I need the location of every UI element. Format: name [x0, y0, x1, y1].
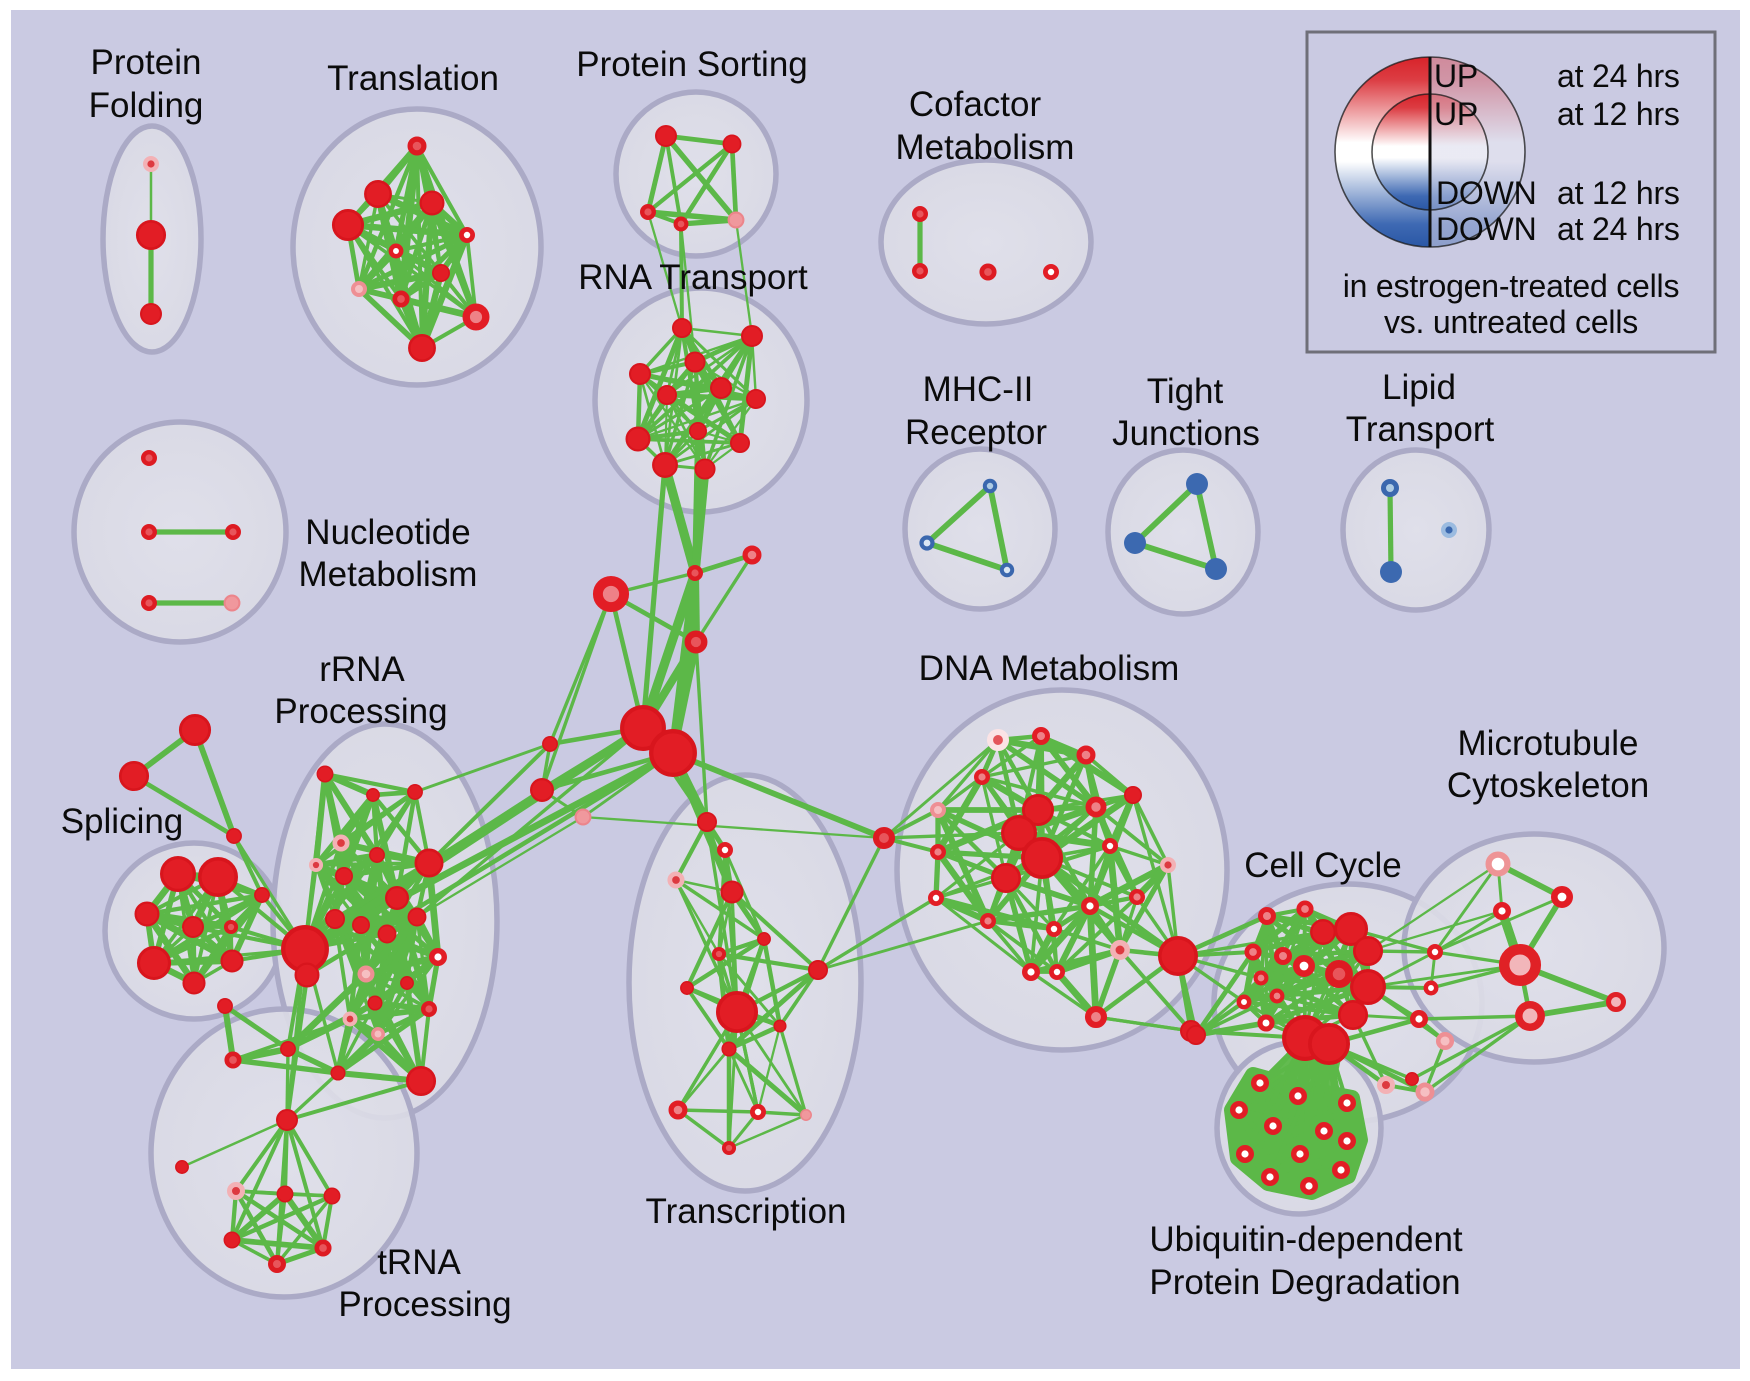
svg-text:Transport: Transport [1346, 410, 1495, 449]
svg-text:Lipid: Lipid [1382, 368, 1456, 407]
svg-text:Cytoskeleton: Cytoskeleton [1447, 766, 1649, 805]
svg-text:Protein Degradation: Protein Degradation [1149, 1263, 1460, 1302]
svg-text:Metabolism: Metabolism [896, 128, 1075, 167]
svg-text:at 24 hrs: at 24 hrs [1557, 58, 1680, 94]
svg-text:in estrogen-treated cells: in estrogen-treated cells [1343, 268, 1680, 304]
svg-text:at 24 hrs: at 24 hrs [1557, 211, 1680, 247]
svg-text:Protein Sorting: Protein Sorting [576, 45, 808, 84]
svg-text:Translation: Translation [327, 59, 499, 98]
svg-text:Cofactor: Cofactor [909, 85, 1042, 124]
svg-text:at 12 hrs: at 12 hrs [1557, 96, 1680, 132]
svg-text:UP: UP [1434, 58, 1478, 94]
svg-text:Folding: Folding [89, 86, 204, 125]
svg-text:vs. untreated cells: vs. untreated cells [1384, 304, 1638, 340]
svg-text:rRNA: rRNA [319, 650, 405, 689]
svg-text:DOWN: DOWN [1436, 211, 1537, 247]
svg-text:Protein: Protein [91, 43, 202, 82]
svg-text:tRNA: tRNA [377, 1243, 461, 1282]
svg-text:DOWN: DOWN [1436, 175, 1537, 211]
svg-text:Ubiquitin-dependent: Ubiquitin-dependent [1149, 1220, 1463, 1259]
svg-text:Junctions: Junctions [1112, 414, 1260, 453]
svg-text:Processing: Processing [274, 692, 447, 731]
svg-text:RNA Transport: RNA Transport [578, 258, 808, 297]
svg-text:Transcription: Transcription [646, 1192, 847, 1231]
svg-text:Processing: Processing [338, 1285, 511, 1324]
svg-text:Metabolism: Metabolism [299, 555, 478, 594]
svg-text:Splicing: Splicing [61, 802, 184, 841]
svg-text:at 12 hrs: at 12 hrs [1557, 175, 1680, 211]
svg-text:DNA Metabolism: DNA Metabolism [919, 649, 1180, 688]
svg-text:Cell Cycle: Cell Cycle [1244, 846, 1402, 885]
svg-text:UP: UP [1434, 96, 1478, 132]
svg-text:MHC-II: MHC-II [923, 370, 1034, 409]
svg-text:Microtubule: Microtubule [1458, 724, 1639, 763]
svg-text:Nucleotide: Nucleotide [305, 513, 470, 552]
svg-text:Receptor: Receptor [905, 413, 1047, 452]
svg-text:Tight: Tight [1147, 372, 1224, 411]
